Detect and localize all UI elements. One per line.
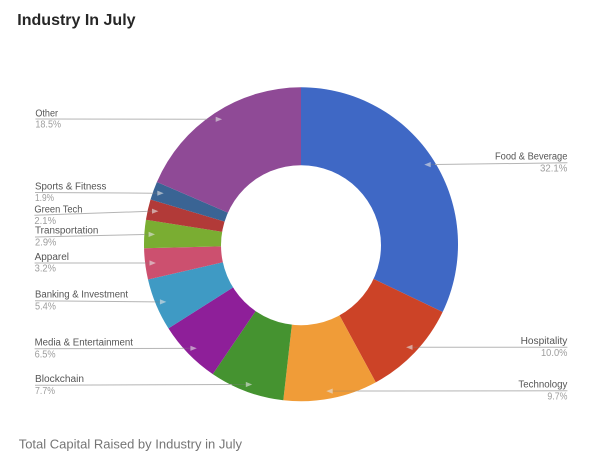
svg-text:18.5%: 18.5% (35, 120, 61, 131)
svg-text:Industry In July: Industry In July (17, 12, 135, 29)
svg-text:Green Tech: Green Tech (34, 204, 82, 215)
svg-text:Sports & Fitness: Sports & Fitness (35, 181, 106, 192)
svg-text:Hospitality: Hospitality (521, 336, 568, 347)
svg-text:Banking & Investment: Banking & Investment (35, 290, 128, 301)
svg-text:Blockchain: Blockchain (35, 374, 84, 385)
svg-text:1.9%: 1.9% (35, 193, 54, 204)
svg-text:32.1%: 32.1% (540, 164, 568, 175)
svg-text:Food & Beverage: Food & Beverage (495, 152, 568, 163)
svg-text:6.5%: 6.5% (35, 350, 56, 361)
svg-text:Technology: Technology (518, 380, 567, 391)
svg-text:3.2%: 3.2% (35, 263, 56, 274)
svg-text:Total Capital Raised by Indust: Total Capital Raised by Industry in July (19, 436, 243, 451)
svg-text:10.0%: 10.0% (541, 348, 567, 359)
svg-text:7.7%: 7.7% (35, 386, 55, 397)
svg-text:Media & Entertainment: Media & Entertainment (35, 338, 134, 349)
svg-text:2.1%: 2.1% (34, 216, 56, 227)
svg-text:9.7%: 9.7% (547, 392, 567, 403)
svg-text:Transportation: Transportation (35, 226, 98, 237)
svg-text:Apparel: Apparel (35, 252, 69, 263)
svg-text:2.9%: 2.9% (35, 238, 56, 249)
svg-text:Other: Other (35, 108, 58, 119)
svg-text:5.4%: 5.4% (35, 302, 56, 313)
